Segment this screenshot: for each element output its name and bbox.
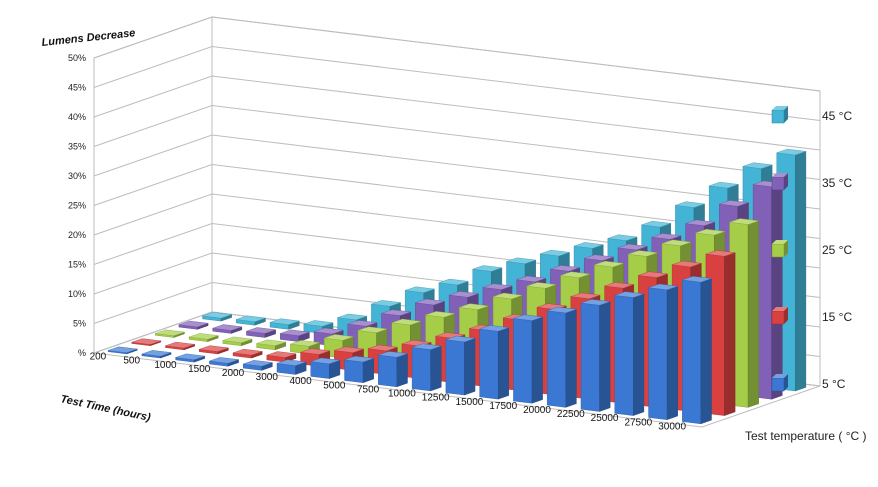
gridline — [93, 16, 821, 92]
x-tick-label: 10000 — [388, 389, 416, 400]
legend-item: 45 °C — [771, 106, 852, 124]
bar — [202, 312, 232, 322]
x-tick-label: 500 — [123, 356, 140, 367]
x-tick-label: 30000 — [658, 421, 686, 432]
y-tick-label: 20% — [68, 230, 86, 240]
bar — [445, 335, 476, 396]
y-tick-label: 10% — [68, 289, 86, 299]
legend-item: 35 °C — [771, 173, 852, 191]
bar — [141, 350, 172, 359]
y-tick-label: 35% — [68, 142, 86, 152]
bar — [256, 339, 287, 351]
bar — [682, 276, 712, 425]
x-tick-label: 4000 — [289, 376, 312, 387]
x-axis-title: Test Time (hours) — [59, 393, 152, 424]
y-tick-label: % — [78, 348, 86, 358]
legend-item: 15 °C — [771, 307, 852, 325]
bar — [175, 353, 206, 363]
bar — [199, 345, 229, 355]
x-tick-label: 1000 — [154, 360, 177, 371]
bar — [209, 357, 239, 367]
x-tick-label: 20000 — [523, 405, 551, 416]
gridline — [93, 134, 821, 210]
x-tick-label: 1500 — [188, 364, 211, 375]
bar — [378, 351, 408, 388]
bar — [212, 324, 243, 334]
bar — [648, 283, 678, 420]
x-tick-label: 3000 — [256, 372, 279, 383]
bar — [165, 341, 195, 351]
gridline — [93, 45, 821, 121]
y-tick-label: 40% — [68, 112, 86, 122]
x-tick-label: 7500 — [357, 384, 380, 395]
legend-item: 25 °C — [771, 240, 852, 258]
x-tick-label: 22500 — [557, 409, 585, 420]
x-tick-label: 12500 — [422, 393, 450, 404]
z-axis-title: Test temperature ( °C ) — [745, 429, 867, 443]
x-tick-label: 2000 — [222, 368, 245, 379]
x-tick-label: 25000 — [591, 413, 619, 424]
gridline — [93, 75, 821, 151]
bar — [243, 360, 273, 371]
bar — [188, 333, 219, 342]
bar — [580, 299, 611, 412]
bar — [411, 343, 442, 392]
bar — [276, 359, 307, 375]
bar — [178, 320, 209, 330]
y-tick-label: 30% — [68, 171, 86, 181]
bar — [614, 291, 645, 416]
bar — [222, 336, 253, 347]
legend-label: 35 °C — [822, 176, 852, 190]
y-tick-label: 50% — [68, 53, 86, 63]
x-tick-label: 17500 — [489, 401, 517, 412]
legend-label: 15 °C — [822, 310, 852, 324]
x-tick-label: 15000 — [456, 397, 484, 408]
y-tick-label: 25% — [68, 201, 86, 211]
legend-label: 25 °C — [822, 243, 852, 257]
x-tick-label: 27500 — [624, 417, 652, 428]
legend-label: 5 °C — [822, 377, 846, 391]
gridline — [93, 104, 821, 180]
bar — [513, 314, 543, 404]
bar — [236, 315, 266, 326]
bar — [155, 329, 185, 338]
bar — [310, 357, 341, 379]
bar — [280, 329, 310, 342]
bar — [131, 338, 162, 347]
bar — [547, 306, 577, 408]
bar — [232, 348, 263, 359]
y-tick-label: 5% — [73, 319, 86, 329]
x-tick-label: 200 — [90, 352, 107, 363]
bar — [479, 325, 510, 400]
y-tick-label: 15% — [68, 260, 86, 270]
bar — [246, 327, 276, 338]
gridline — [93, 163, 821, 239]
legend-item: 5 °C — [771, 374, 846, 392]
legend-label: 45 °C — [822, 109, 852, 123]
x-tick-label: 5000 — [323, 380, 346, 391]
bar — [269, 318, 300, 330]
y-tick-label: 45% — [68, 83, 86, 93]
chart-title: Lumens Decrease — [41, 27, 136, 49]
bar — [107, 346, 138, 355]
bar — [344, 355, 374, 383]
